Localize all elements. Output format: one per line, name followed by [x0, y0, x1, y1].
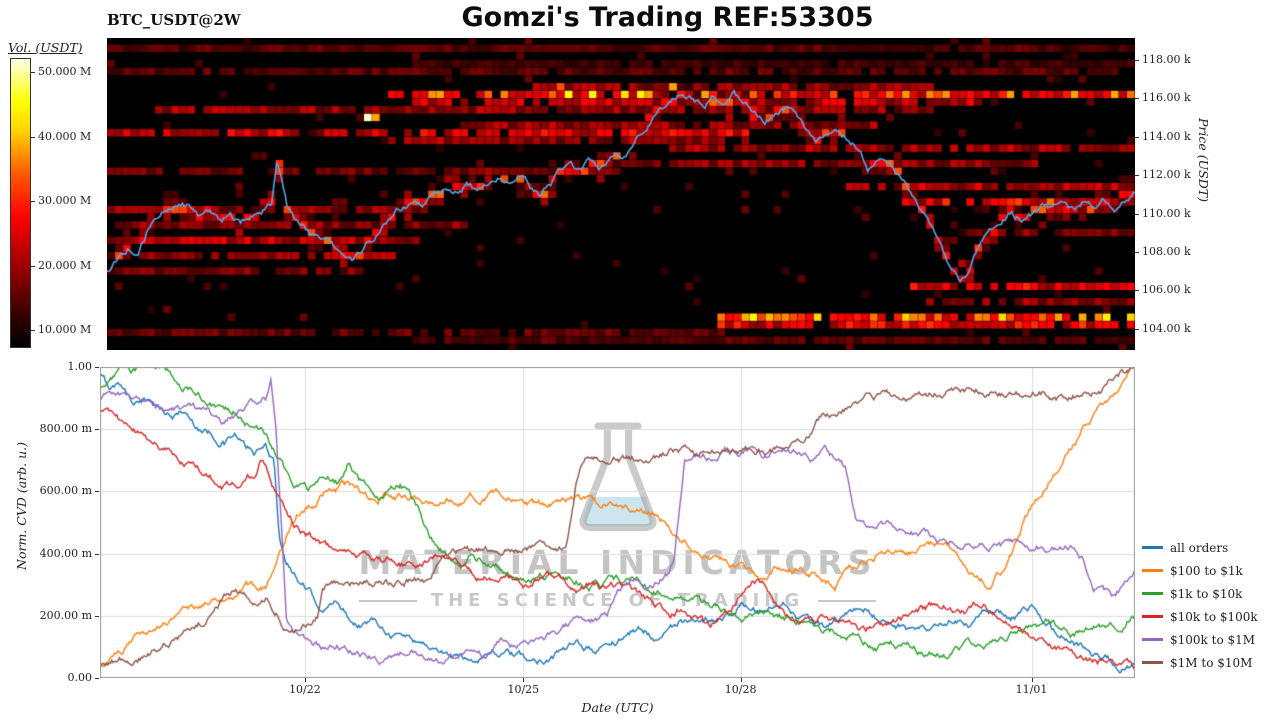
price-tick [1135, 136, 1139, 138]
legend-item: $100k to $1M [1142, 628, 1277, 651]
cvd-y-tick [95, 553, 99, 555]
price-axis-label: Price (USDT) [1196, 118, 1211, 202]
cvd-y-tick [95, 367, 99, 368]
cvd-y-tick [95, 615, 99, 617]
cvd-y-tick [95, 678, 99, 679]
colorbar-label: Vol. (USDT) [8, 40, 83, 55]
price-tick-label: 108.00 k [1142, 245, 1191, 259]
colorbar-tick [31, 330, 35, 332]
price-tick [1135, 290, 1139, 292]
legend-label: $1M to $10M [1170, 655, 1253, 670]
cvd-panel: MATERIAL INDICATORS THE SCIENCE OF TRADI… [100, 367, 1135, 678]
volume-colorbar [10, 58, 31, 348]
page-title: Gomzi's Trading REF:53305 [461, 2, 874, 33]
cvd-canvas [100, 367, 1135, 678]
legend-item: $1M to $10M [1142, 651, 1277, 674]
date-axis-label: Date (UTC) [581, 700, 654, 715]
cvd-y-tick-label: 800.00 m [39, 422, 92, 436]
cvd-y-tick-label: 200.00 m [39, 608, 92, 622]
legend-swatch-5 [1142, 661, 1163, 664]
legend-swatch-4 [1142, 638, 1163, 641]
cvd-y-tick [95, 429, 99, 431]
legend-item: all orders [1142, 536, 1277, 559]
cvd-x-tick-label: 11/01 [1015, 683, 1048, 696]
cvd-y-tick-label: 600.00 m [39, 484, 92, 498]
cvd-y-tick-label: 0.00 [67, 671, 93, 684]
colorbar-tick-label: 20.000 M [38, 258, 92, 272]
price-tick [1135, 328, 1139, 330]
legend-label: $100 to $1k [1170, 563, 1243, 578]
price-tick [1135, 175, 1139, 177]
cvd-y-axis-label: Norm. CVD (arb. u.) [14, 442, 29, 570]
price-tick [1135, 252, 1139, 254]
colorbar-tick-label: 50.000 M [38, 64, 92, 78]
legend-swatch-3 [1142, 615, 1163, 618]
colorbar-tick [31, 265, 35, 267]
legend-label: all orders [1170, 540, 1229, 555]
cvd-x-tick-label: 10/28 [724, 683, 757, 696]
colorbar-tick [31, 200, 35, 202]
legend: all orders $100 to $1k $1k to $10k $10k to … [1142, 536, 1277, 674]
colorbar-tick-label: 40.000 M [38, 129, 92, 143]
cvd-y-tick-label: 400.00 m [39, 546, 92, 560]
cvd-x-tick [523, 678, 525, 682]
price-tick-label: 118.00 k [1142, 53, 1191, 67]
price-tick-label: 114.00 k [1142, 129, 1191, 143]
legend-label: $100k to $1M [1170, 632, 1256, 647]
price-tick-label: 110.00 k [1142, 206, 1191, 220]
legend-label: $1k to $10k [1170, 586, 1243, 601]
cvd-x-tick-label: 10/25 [507, 683, 540, 696]
price-tick-label: 106.00 k [1142, 283, 1191, 297]
colorbar-tick-label: 10.000 M [38, 323, 92, 337]
symbol-label: BTC_USDT@2W [107, 11, 241, 29]
colorbar-tick [31, 136, 35, 138]
cvd-x-tick [304, 678, 306, 682]
price-tick-label: 112.00 k [1142, 168, 1191, 182]
legend-swatch-2 [1142, 592, 1163, 595]
colorbar-tick [31, 71, 35, 73]
price-tick-label: 116.00 k [1142, 91, 1191, 105]
legend-item: $100 to $1k [1142, 559, 1277, 582]
price-tick-label: 104.00 k [1142, 321, 1191, 335]
price-tick [1135, 98, 1139, 100]
legend-swatch-0 [1142, 546, 1163, 549]
price-tick [1135, 213, 1139, 215]
price-tick [1135, 60, 1139, 62]
heatmap-canvas [107, 38, 1135, 350]
legend-swatch-1 [1142, 569, 1163, 572]
cvd-x-tick [740, 678, 742, 682]
legend-item: $1k to $10k [1142, 582, 1277, 605]
legend-label: $10k to $100k [1170, 609, 1258, 624]
cvd-y-tick-label: 1.00 [67, 360, 93, 373]
colorbar-tick-label: 30.000 M [38, 193, 92, 207]
cvd-y-tick [95, 491, 99, 493]
cvd-x-tick-label: 10/22 [289, 683, 321, 696]
legend-item: $10k to $100k [1142, 605, 1277, 628]
cvd-x-tick [1031, 678, 1033, 682]
